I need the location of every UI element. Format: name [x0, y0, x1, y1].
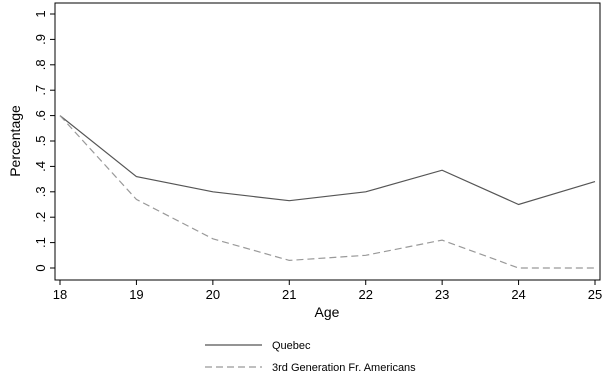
- x-tick-label: 23: [435, 287, 449, 302]
- x-tick-label: 22: [358, 287, 372, 302]
- y-tick-label: .1: [33, 237, 48, 248]
- y-tick-label: 1: [33, 10, 48, 17]
- x-tick-label: 19: [129, 287, 143, 302]
- y-tick-label: .4: [33, 161, 48, 172]
- x-axis: 18 19 20 21 22 23 24 25: [53, 280, 602, 302]
- y-tick-label: .5: [33, 136, 48, 147]
- y-tick-label: .8: [33, 59, 48, 70]
- x-tick-label: 20: [206, 287, 220, 302]
- y-tick-label: .9: [33, 34, 48, 45]
- y-axis: 0 .1 .2 .3 .4 .5 .6 .7 .8 .9 1: [33, 10, 55, 272]
- y-tick-label: .7: [33, 85, 48, 96]
- x-tick-label: 21: [282, 287, 296, 302]
- series-line-3rd-generation: [59, 115, 595, 269]
- legend-label: 3rd Generation Fr. Americans: [272, 362, 416, 374]
- y-tick-label: .3: [33, 186, 48, 197]
- series-layer: [59, 115, 596, 269]
- series-line-quebec: [59, 115, 596, 206]
- x-axis-title: Age: [315, 304, 340, 320]
- y-axis-title: Percentage: [7, 105, 23, 177]
- x-tick-label: 24: [511, 287, 525, 302]
- y-tick-label: .2: [33, 212, 48, 223]
- y-tick-label: 0: [33, 264, 48, 271]
- x-tick-label: 25: [588, 287, 602, 302]
- legend-label: Quebec: [272, 340, 311, 352]
- plot-frame: [54, 2, 601, 281]
- legend: Quebec 3rd Generation Fr. Americans: [205, 340, 416, 374]
- y-tick-label: .6: [33, 110, 48, 121]
- x-tick-label: 18: [53, 287, 67, 302]
